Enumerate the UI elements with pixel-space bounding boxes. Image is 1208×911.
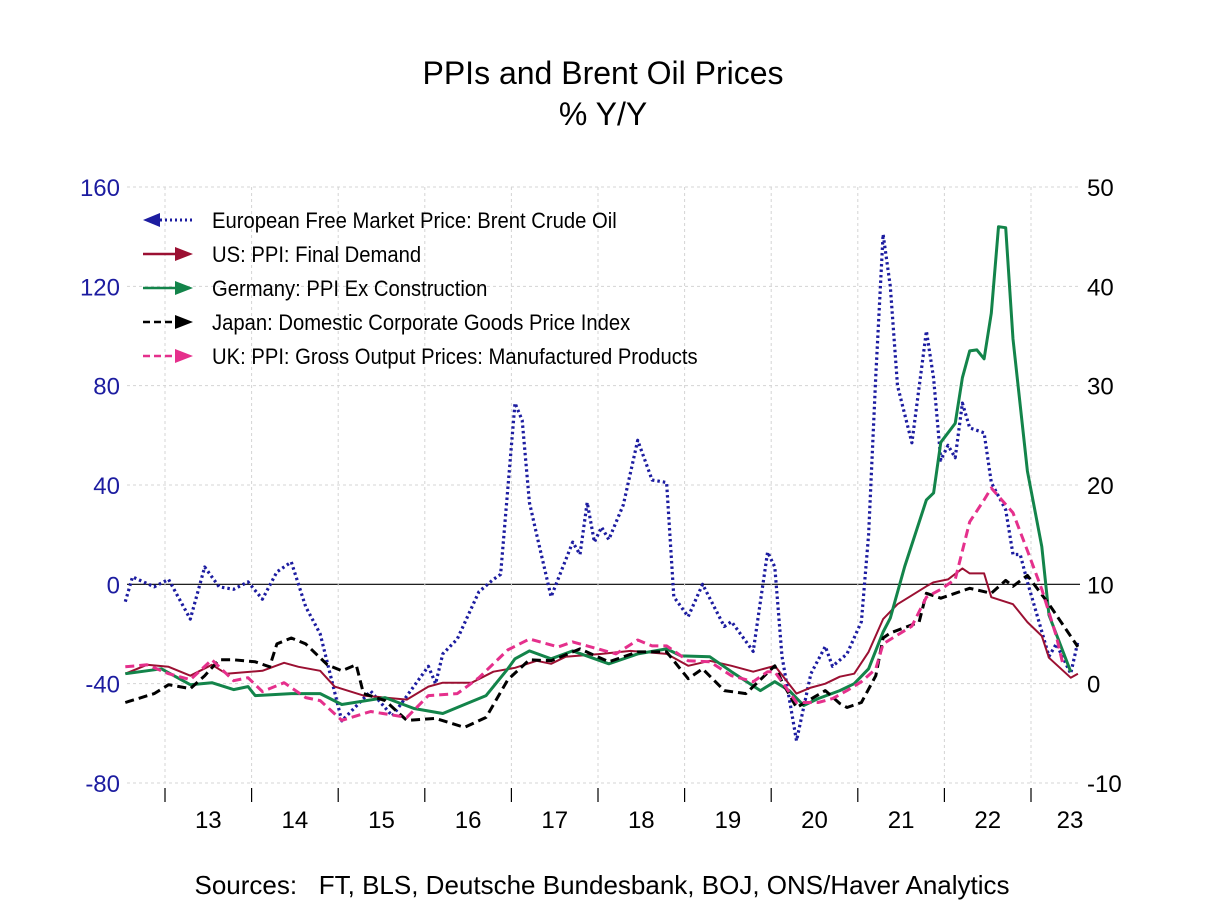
legend-label: UK: PPI: Gross Output Prices: Manufactur… (212, 345, 698, 369)
x-axis-tick-label: 16 (455, 807, 482, 834)
legend: European Free Market Price: Brent Crude … (143, 209, 698, 369)
right-axis-tick-label: 40 (1087, 274, 1114, 301)
series-line-1 (124, 567, 1079, 701)
x-axis-tick-label: 20 (801, 807, 828, 834)
series-line-4 (125, 486, 1065, 722)
left-axis-tick-label: 80 (93, 374, 120, 401)
right-axis-tick-label: 20 (1087, 473, 1114, 500)
legend-item: European Free Market Price: Brent Crude … (143, 209, 617, 233)
right-axis-tick-label: 0 (1087, 672, 1100, 699)
chart-title: PPIs and Brent Oil Prices (422, 55, 783, 91)
left-axis-tick-label: -80 (85, 771, 120, 798)
series-lines (123, 225, 1080, 743)
chart-subtitle: % Y/Y (559, 96, 647, 132)
right-axis-tick-label: 50 (1087, 175, 1114, 202)
series-line-0 (123, 232, 1080, 743)
x-axis-tick-label: 15 (368, 807, 395, 834)
x-axis-tick-label: 22 (974, 807, 1001, 834)
legend-label: US: PPI: Final Demand (212, 243, 421, 267)
left-axis-tick-label: 40 (93, 473, 120, 500)
right-axis-tick-label: 10 (1087, 572, 1114, 599)
legend-label: European Free Market Price: Brent Crude … (212, 209, 617, 233)
x-axis-tick-label: 21 (888, 807, 915, 834)
legend-item: Germany: PPI Ex Construction (143, 277, 487, 301)
x-axis-tick-label: 23 (1057, 807, 1084, 834)
axes: -80 -40 0 40 80 120 160 -10 0 10 20 30 40 50 13 14 15 16 1… (80, 175, 1122, 834)
x-axis-tick-label: 17 (541, 807, 568, 834)
source-note: Sources: FT, BLS, Deutsche Bundesbank, B… (194, 870, 1009, 900)
right-axis-tick-label: -10 (1087, 771, 1122, 798)
x-axis-tick-label: 18 (628, 807, 655, 834)
right-axis-tick-label: 30 (1087, 374, 1114, 401)
left-axis-tick-label: -40 (85, 672, 120, 699)
series-line-3 (124, 573, 1080, 729)
x-axis-tick-label: 13 (195, 807, 222, 834)
legend-arrow-left-icon (143, 213, 160, 227)
left-axis-tick-label: 120 (80, 274, 120, 301)
legend-label: Germany: PPI Ex Construction (212, 277, 487, 301)
legend-item: US: PPI: Final Demand (143, 243, 421, 267)
legend-item: UK: PPI: Gross Output Prices: Manufactur… (143, 345, 698, 369)
legend-arrow-right-icon (175, 349, 193, 363)
left-axis-tick-label: 160 (80, 175, 120, 202)
legend-arrow-right-icon (175, 247, 193, 261)
legend-item: Japan: Domestic Corporate Goods Price In… (143, 311, 631, 335)
legend-arrow-right-icon (175, 281, 193, 295)
legend-arrow-right-icon (175, 315, 193, 329)
series-line-2 (125, 225, 1073, 715)
legend-label: Japan: Domestic Corporate Goods Price In… (212, 311, 631, 335)
left-axis-tick-label: 0 (107, 572, 120, 599)
x-axis-tick-label: 14 (282, 807, 309, 834)
x-axis-tick-label: 19 (715, 807, 742, 834)
